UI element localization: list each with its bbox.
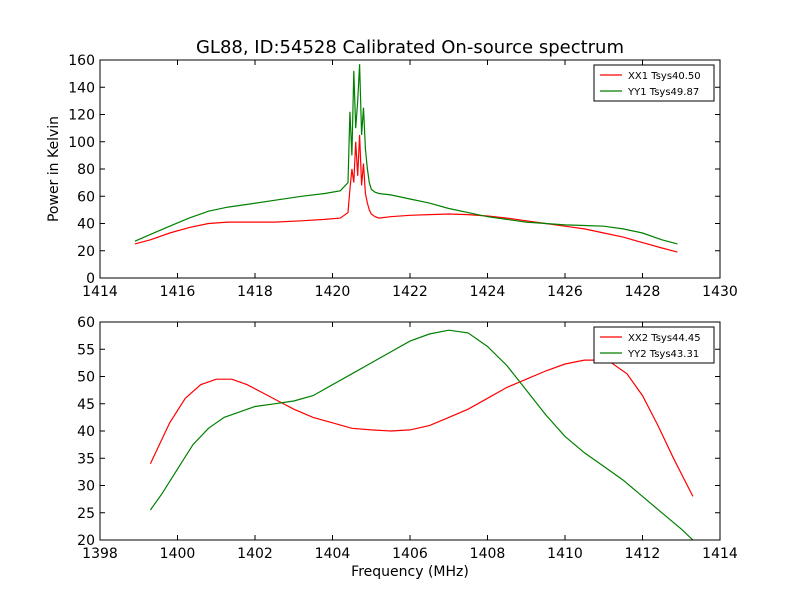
legend-bottom: XX2 Tsys44.45 YY2 Tsys43.31 bbox=[593, 326, 715, 364]
y-tick-label: 55 bbox=[77, 342, 95, 358]
x-tick-label: 1422 bbox=[392, 284, 428, 300]
legend-box bbox=[593, 326, 715, 364]
x-tick-label: 1414 bbox=[702, 546, 738, 562]
x-tick-label: 1408 bbox=[470, 546, 506, 562]
y-tick-label: 30 bbox=[77, 479, 95, 495]
x-tick-label: 1430 bbox=[702, 284, 738, 300]
y-tick-label: 80 bbox=[77, 162, 95, 178]
x-tick-label: 1420 bbox=[315, 284, 351, 300]
series-line-top-yy bbox=[134, 64, 678, 245]
bottom-spectrum-panel: 1398 1400 1402 1404 1406 1408 1410 1412 1414 20 25… bbox=[77, 315, 738, 580]
figure-title: GL88, ID:54528 Calibrated On-source spec… bbox=[196, 37, 624, 58]
y-tick-label: 40 bbox=[77, 217, 95, 233]
series-line-bottom-xx bbox=[149, 359, 694, 497]
y-tick-label: 20 bbox=[77, 244, 95, 260]
legend-entry: XX2 Tsys44.45 bbox=[628, 333, 701, 344]
series-line-top-xx bbox=[134, 134, 678, 253]
y-tick-label: 120 bbox=[68, 108, 95, 124]
y-tick-label: 160 bbox=[68, 53, 95, 69]
y-tick-label: 60 bbox=[77, 315, 95, 331]
y-tick-label: 45 bbox=[77, 397, 95, 413]
x-tick-label: 1426 bbox=[547, 284, 583, 300]
x-axis-label: Frequency (MHz) bbox=[351, 564, 469, 580]
top-spectrum-panel: 1414 1416 1418 1420 1422 1424 1426 1428 1430 0 20 4… bbox=[46, 53, 738, 300]
x-tick-label: 1418 bbox=[237, 284, 273, 300]
y-tick-label: 20 bbox=[77, 533, 95, 549]
x-tick-label: 1416 bbox=[160, 284, 196, 300]
x-tick-label: 1410 bbox=[547, 546, 583, 562]
x-tick-label: 1398 bbox=[82, 546, 118, 562]
x-tick-label: 1404 bbox=[315, 546, 351, 562]
y-tick-label: 140 bbox=[68, 80, 95, 96]
x-tick-label: 1428 bbox=[625, 284, 661, 300]
y-tick-label: 50 bbox=[77, 370, 95, 386]
x-tick-label: 1412 bbox=[625, 546, 661, 562]
x-tick-label: 1414 bbox=[82, 284, 118, 300]
y-tick-label: 40 bbox=[77, 424, 95, 440]
series-line-bottom-yy bbox=[149, 329, 694, 540]
legend-entry: XX1 Tsys40.50 bbox=[628, 71, 701, 82]
legend-entry: YY1 Tsys49.87 bbox=[627, 87, 699, 98]
y-tick-label: 35 bbox=[77, 451, 95, 467]
y-tick-label: 100 bbox=[68, 135, 95, 151]
y-tick-label: 60 bbox=[77, 189, 95, 205]
x-tick-label: 1406 bbox=[392, 546, 428, 562]
y-tick-label: 25 bbox=[77, 506, 95, 522]
x-tick-label: 1424 bbox=[470, 284, 506, 300]
y-tick-label: 0 bbox=[86, 271, 95, 287]
legend-top: XX1 Tsys40.50 YY1 Tsys49.87 bbox=[593, 64, 715, 102]
legend-box bbox=[593, 64, 715, 102]
x-tick-label: 1400 bbox=[160, 546, 196, 562]
y-axis-label: Power in Kelvin bbox=[46, 116, 62, 222]
x-tick-label: 1402 bbox=[237, 546, 273, 562]
legend-entry: YY2 Tsys43.31 bbox=[627, 349, 699, 360]
